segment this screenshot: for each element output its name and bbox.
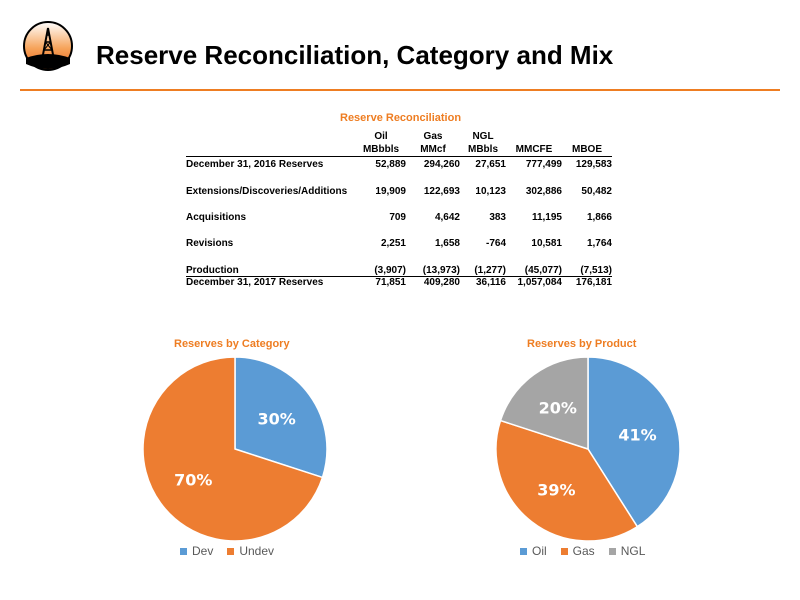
cell-value: (1,277) bbox=[460, 263, 506, 277]
legend-swatch bbox=[520, 547, 527, 555]
row-label: Acquisitions bbox=[186, 212, 247, 223]
pie-data-label: 70% bbox=[174, 470, 212, 489]
oil-derrick-logo-icon bbox=[23, 21, 73, 71]
legend-swatch bbox=[227, 547, 235, 555]
col-unit-mbbls: MBbls bbox=[460, 143, 506, 157]
cell-value: (13,973) bbox=[406, 263, 460, 277]
cell-value: 27,651 bbox=[475, 159, 506, 170]
cell-value: 122,693 bbox=[423, 186, 460, 197]
chart-title-category: Reserves by Category bbox=[174, 338, 290, 350]
col-header-ngl: NGL bbox=[472, 131, 494, 142]
legend-label: Gas bbox=[572, 544, 595, 558]
col-unit-mboe: MBOE bbox=[562, 143, 612, 157]
table-row: Revisions 2,251 1,658 -764 10,581 1,764 bbox=[186, 237, 612, 263]
table-row: Extensions/Discoveries/Additions 19,909 … bbox=[186, 185, 612, 211]
legend-product: Oil Gas NGL bbox=[520, 544, 645, 558]
cell-value: 1,658 bbox=[434, 238, 460, 249]
table-caption: Reserve Reconciliation bbox=[340, 112, 462, 124]
cell-value: 50,482 bbox=[581, 186, 612, 197]
pie-chart-category: 30% 70% bbox=[142, 356, 328, 542]
page-title: Reserve Reconciliation, Category and Mix bbox=[96, 40, 614, 70]
reserve-reconciliation-table: Oil Gas NGL MBbbls MMcf MBbls MMCFE MBOE… bbox=[186, 130, 612, 291]
chart-title-product: Reserves by Product bbox=[527, 338, 637, 350]
pie-chart-product: 41% 39% 20% bbox=[495, 356, 681, 542]
row-label: Extensions/Discoveries/Additions bbox=[186, 186, 348, 197]
cell-value: 11,195 bbox=[531, 212, 562, 223]
row-label: December 31, 2017 Reserves bbox=[186, 277, 324, 288]
cell-value: (45,077) bbox=[506, 263, 562, 277]
cell-value: 129,583 bbox=[575, 159, 612, 170]
cell-value: 176,181 bbox=[575, 277, 612, 288]
pie-slice-gas bbox=[495, 419, 639, 542]
cell-value: 294,260 bbox=[423, 159, 460, 170]
table-row: December 31, 2016 Reserves 52,889 294,26… bbox=[186, 157, 612, 186]
cell-value: 1,057,084 bbox=[517, 277, 563, 288]
col-header-gas: Gas bbox=[423, 131, 443, 142]
table-row: Acquisitions 709 4,642 383 11,195 1,866 bbox=[186, 211, 612, 237]
legend-item-ngl: NGL bbox=[608, 544, 646, 558]
cell-value: 52,889 bbox=[375, 159, 406, 170]
cell-value: 709 bbox=[389, 212, 406, 223]
row-label: December 31, 2016 Reserves bbox=[186, 159, 324, 170]
cell-value: 302,886 bbox=[525, 186, 562, 197]
cell-value: 383 bbox=[489, 212, 506, 223]
table-header-row: Oil Gas NGL bbox=[186, 130, 612, 143]
legend-swatch bbox=[608, 547, 616, 555]
row-label: Production bbox=[186, 263, 356, 277]
legend-label: Dev bbox=[192, 544, 214, 558]
legend-item-oil: Oil bbox=[520, 544, 547, 558]
table-row: Production (3,907) (13,973) (1,277) (45,… bbox=[186, 263, 612, 277]
cell-value: 10,581 bbox=[531, 238, 562, 249]
cell-value: 777,499 bbox=[525, 159, 562, 170]
pie-slice-undev bbox=[142, 356, 324, 542]
legend-label: Oil bbox=[532, 544, 547, 558]
table-header-row: MBbbls MMcf MBbls MMCFE MBOE bbox=[186, 143, 612, 157]
legend-label: NGL bbox=[620, 544, 646, 558]
row-label: Revisions bbox=[186, 238, 234, 249]
cell-value: (7,513) bbox=[562, 263, 612, 277]
pie-data-label: 41% bbox=[618, 426, 656, 445]
pie-slice-ngl bbox=[499, 356, 589, 451]
cell-value: 2,251 bbox=[380, 238, 406, 249]
pie-data-label: 20% bbox=[539, 398, 577, 417]
cell-value: 1,866 bbox=[586, 212, 612, 223]
legend-label: Undev bbox=[239, 544, 275, 558]
pie-data-label: 30% bbox=[258, 410, 296, 429]
cell-value: 1,764 bbox=[586, 238, 612, 249]
pie-data-label: 39% bbox=[537, 481, 575, 500]
title-divider bbox=[20, 89, 780, 91]
col-unit-mbbbls: MBbbls bbox=[356, 143, 406, 157]
table-row: December 31, 2017 Reserves 71,851 409,28… bbox=[186, 277, 612, 292]
legend-item-undev: Undev bbox=[227, 544, 274, 558]
col-unit-mmcf: MMcf bbox=[406, 143, 460, 157]
cell-value: -764 bbox=[485, 238, 506, 249]
legend-category: Dev Undev bbox=[180, 544, 274, 558]
cell-value: 36,116 bbox=[475, 277, 506, 288]
cell-value: 71,851 bbox=[375, 277, 406, 288]
col-header-oil: Oil bbox=[374, 131, 388, 142]
cell-value: 409,280 bbox=[423, 277, 460, 288]
legend-swatch bbox=[180, 547, 187, 555]
cell-value: 10,123 bbox=[475, 186, 506, 197]
legend-item-dev: Dev bbox=[180, 544, 213, 558]
pie-slice-dev bbox=[234, 356, 328, 479]
legend-item-gas: Gas bbox=[560, 544, 595, 558]
cell-value: 19,909 bbox=[375, 186, 406, 197]
cell-value: 4,642 bbox=[434, 212, 460, 223]
col-unit-mmcfe: MMCFE bbox=[506, 143, 562, 157]
cell-value: (3,907) bbox=[356, 263, 406, 277]
legend-swatch bbox=[560, 547, 568, 555]
